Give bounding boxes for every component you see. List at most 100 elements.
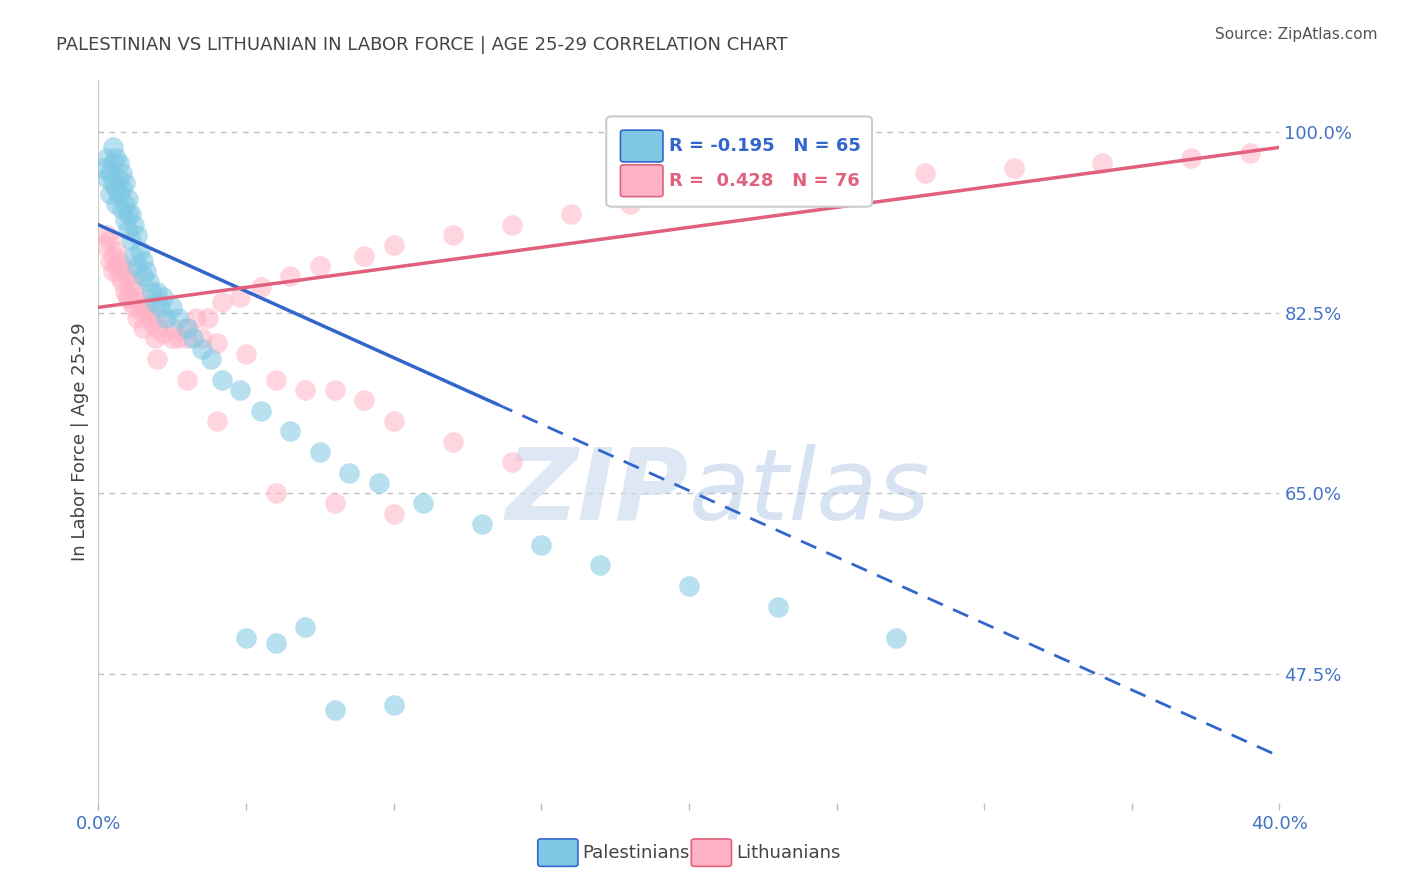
Point [368,475,391,490]
Point [678,579,700,593]
Point [1002,161,1025,175]
Point [229,383,252,397]
Point [619,197,641,211]
Point [339,466,361,480]
Point [1180,151,1202,165]
Point [191,331,214,345]
Text: PALESTINIAN VS LITHUANIAN IN LABOR FORCE | AGE 25-29 CORRELATION CHART: PALESTINIAN VS LITHUANIAN IN LABOR FORCE… [56,36,787,54]
FancyBboxPatch shape [606,117,872,207]
Point [181,331,204,345]
Point [103,249,125,263]
Point [105,259,128,273]
Point [280,269,302,284]
Point [211,295,233,310]
Point [530,538,553,552]
Point [149,301,172,315]
Point [264,373,287,387]
Point [138,310,160,325]
Point [353,393,375,408]
Point [229,290,252,304]
Point [167,331,190,345]
Point [176,373,198,387]
Point [471,517,494,532]
Point [125,310,148,325]
Point [122,249,145,263]
Point [143,295,166,310]
Point [141,316,163,330]
Text: atlas: atlas [689,443,931,541]
Point [122,218,145,232]
Point [146,310,169,325]
Point [125,259,148,273]
Point [184,310,207,325]
Point [143,331,166,345]
Point [135,264,157,278]
Point [117,207,139,221]
Point [382,414,405,428]
Point [120,207,142,221]
Point [1239,145,1261,160]
Point [176,321,198,335]
FancyBboxPatch shape [620,165,664,196]
Point [117,290,139,304]
Point [135,301,157,315]
Point [323,383,346,397]
Point [114,212,136,227]
Point [111,259,134,273]
Point [93,161,115,175]
Point [162,321,183,335]
Point [678,186,700,201]
Text: Palestinians: Palestinians [582,844,690,862]
Point [108,171,131,186]
Y-axis label: In Labor Force | Age 25-29: In Labor Force | Age 25-29 [70,322,89,561]
Point [96,171,118,186]
Point [1091,156,1114,170]
Point [766,599,789,614]
Point [152,290,174,304]
Point [120,295,142,310]
FancyBboxPatch shape [537,838,578,866]
Point [441,228,464,243]
Point [96,228,118,243]
Point [250,403,273,417]
Point [108,269,131,284]
Point [884,631,907,645]
Point [128,295,150,310]
Point [138,275,160,289]
Point [152,326,174,341]
Point [103,156,125,170]
Point [98,186,121,201]
Point [108,156,131,170]
Point [111,166,134,180]
Point [117,192,139,206]
Point [382,238,405,252]
Point [264,636,287,650]
Point [105,151,128,165]
Point [103,140,125,154]
Point [132,321,155,335]
Point [111,275,134,289]
Point [323,703,346,717]
FancyBboxPatch shape [620,130,664,162]
Point [501,218,523,232]
Point [146,285,169,299]
Point [108,254,131,268]
Point [120,233,142,247]
Point [353,249,375,263]
Point [114,177,136,191]
Point [114,285,136,299]
Point [103,177,125,191]
Point [825,171,848,186]
Text: ZIP: ZIP [506,443,689,541]
Point [205,414,228,428]
Point [441,434,464,449]
Point [146,351,169,366]
Point [197,310,219,325]
Point [96,151,118,165]
Point [167,310,190,325]
Text: Lithuanians: Lithuanians [737,844,841,862]
Point [117,269,139,284]
Point [108,186,131,201]
Point [93,238,115,252]
Point [98,166,121,180]
